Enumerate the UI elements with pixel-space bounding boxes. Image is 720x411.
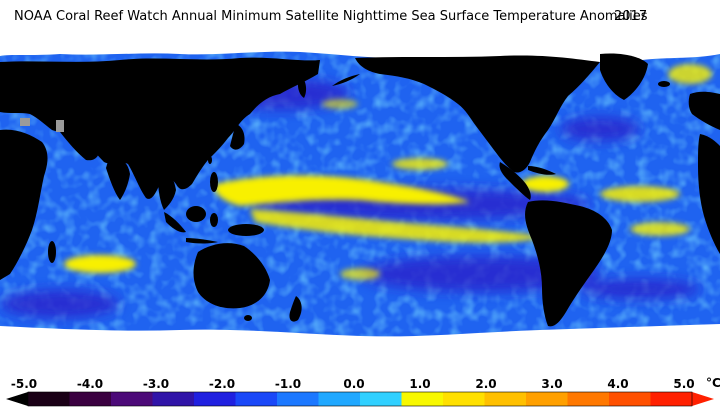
- colorbar-swatch: [28, 392, 70, 406]
- colorbar-tick-labels: -5.0 -4.0 -3.0 -2.0 -1.0 0.0 1.0 2.0 3.0 4.0 5.0: [11, 377, 695, 391]
- colorbar-tick-label: 5.0: [673, 377, 694, 391]
- land-masses: [0, 53, 720, 327]
- land-europe-west: [688, 91, 720, 130]
- land-alaska-peninsula: [332, 74, 360, 86]
- colorbar-swatch: [152, 392, 195, 406]
- land-java: [186, 238, 218, 244]
- land-new-guinea: [228, 224, 264, 236]
- land-japan: [230, 124, 245, 150]
- map-title-bar: NOAA Coral Reef Watch Annual Minimum Sat…: [0, 0, 720, 34]
- colorbar-swatch: [235, 392, 278, 406]
- colorbar-swatch: [360, 392, 402, 406]
- colorbar-swatch: [194, 392, 236, 406]
- warm-anomaly-zones: [64, 64, 712, 280]
- colorbar-min-arrow: [6, 392, 28, 406]
- warm-band-south-pacific: [250, 209, 545, 243]
- colorbar-tick-label: 3.0: [541, 377, 562, 391]
- colorbar-tick-label: 0.0: [343, 377, 364, 391]
- land-india: [106, 154, 130, 200]
- colorbar-swatch: [401, 392, 444, 406]
- colorbar-swatch: [111, 392, 153, 406]
- colorbar-tick-label: -1.0: [275, 377, 301, 391]
- warm-patch-north-atlantic: [668, 64, 712, 84]
- colorbar-swatch: [69, 392, 112, 406]
- colorbar-tick-label: 2.0: [475, 377, 496, 391]
- warm-patch-indian-ocean: [64, 255, 136, 273]
- colorbar-swatch: [318, 392, 361, 406]
- land-kamchatka: [297, 74, 307, 98]
- colorbar: -5.0 -4.0 -3.0 -2.0 -1.0 0.0 1.0 2.0 3.0 4.0 5.0 °…: [6, 376, 720, 407]
- land-central-america: [499, 162, 531, 200]
- arctic-no-data: [0, 34, 720, 63]
- colorbar-swatches: [6, 391, 714, 407]
- warm-patch-south-atlantic: [630, 222, 690, 236]
- colorbar-swatch: [609, 392, 651, 406]
- map-year: 2017: [614, 9, 648, 24]
- colorbar-max-arrow: [692, 392, 714, 406]
- colorbar-swatch: [567, 392, 610, 406]
- colorbar-tick-label: 1.0: [409, 377, 430, 391]
- colorbar-swatch: [526, 392, 568, 406]
- antarctic-no-data: [0, 324, 720, 376]
- land-arabia: [60, 114, 100, 161]
- land-sumatra: [164, 212, 186, 233]
- land-eurasia: [0, 57, 320, 199]
- colorbar-tick-label: -4.0: [77, 377, 103, 391]
- warm-tongue-west-pacific: [214, 175, 470, 206]
- land-taiwan: [208, 156, 212, 164]
- colorbar-swatch: [650, 392, 693, 406]
- land-greenland: [600, 53, 648, 100]
- land-africa: [0, 129, 48, 280]
- land-south-america: [525, 200, 612, 327]
- colorbar-swatch: [277, 392, 319, 406]
- sst-anomaly-map: [0, 34, 720, 376]
- land-north-america: [355, 55, 600, 173]
- warm-patch-southern-pacific: [340, 268, 380, 280]
- warm-patch-north-pacific: [322, 99, 358, 109]
- land-new-zealand: [289, 296, 302, 322]
- land-borneo: [186, 206, 206, 222]
- warm-patch-tropical-atlantic: [600, 186, 680, 202]
- colorbar-tick-label: 4.0: [607, 377, 628, 391]
- land-madagascar: [48, 241, 56, 263]
- colorbar-outline: [27, 391, 693, 407]
- land-iceland: [658, 81, 670, 87]
- colorbar-unit: °C: [706, 376, 720, 390]
- land-tasmania: [244, 315, 252, 321]
- warm-patch-central-pacific: [392, 158, 448, 170]
- colorbar-swatch: [443, 392, 485, 406]
- warm-patch-caribbean: [521, 176, 569, 192]
- colorbar-tick-label: -2.0: [209, 377, 235, 391]
- colorbar-tick-label: -3.0: [143, 377, 169, 391]
- land-indochina: [158, 164, 176, 210]
- land-philippines: [210, 172, 218, 192]
- inland-water: [20, 118, 64, 132]
- colorbar-swatch: [484, 392, 527, 406]
- land-cuba: [528, 166, 556, 175]
- map-title: NOAA Coral Reef Watch Annual Minimum Sat…: [14, 9, 648, 24]
- land-africa-west-edge: [698, 134, 720, 254]
- land-sulawesi: [210, 213, 218, 227]
- colorbar-tick-label: -5.0: [11, 377, 37, 391]
- land-australia: [193, 243, 270, 309]
